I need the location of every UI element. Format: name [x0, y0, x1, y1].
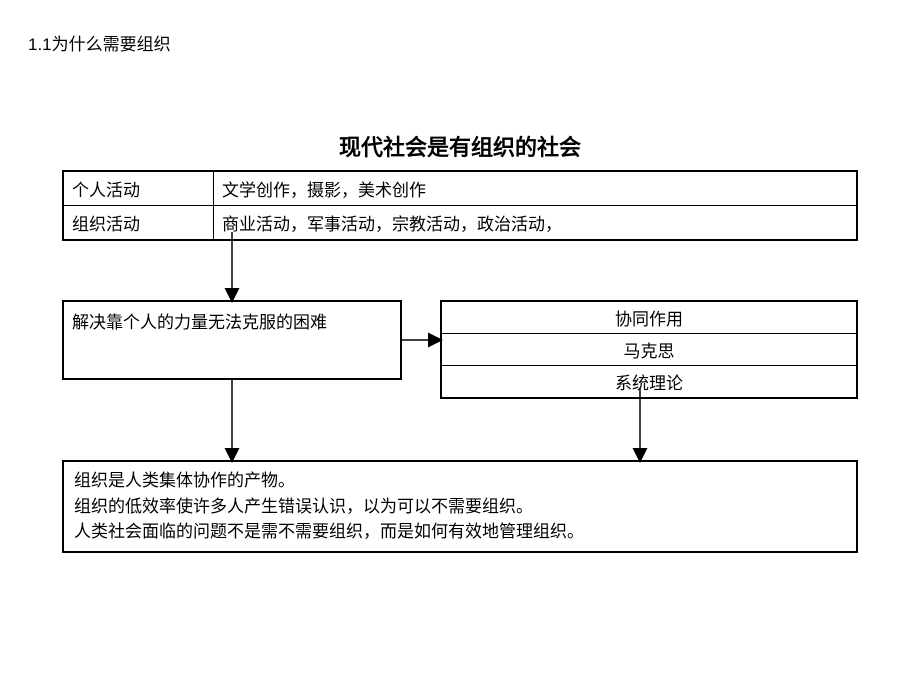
middle-right-box: 协同作用 马克思 系统理论	[440, 300, 858, 399]
middle-left-box: 解决靠个人的力量无法克服的困难	[62, 300, 402, 380]
list-item: 马克思	[442, 333, 856, 365]
table-row: 组织活动 商业活动，军事活动，宗教活动，政治活动，	[64, 205, 856, 239]
list-item: 系统理论	[442, 365, 856, 397]
table-cell-value: 商业活动，军事活动，宗教活动，政治活动，	[214, 206, 856, 239]
table-cell-value: 文学创作，摄影，美术创作	[214, 172, 856, 205]
table-cell-label: 组织活动	[64, 206, 214, 239]
bottom-box: 组织是人类集体协作的产物。 组织的低效率使许多人产生错误认识，以为可以不需要组织…	[62, 460, 858, 553]
bottom-line: 组织的低效率使许多人产生错误认识，以为可以不需要组织。	[74, 494, 846, 520]
list-item: 协同作用	[442, 302, 856, 333]
top-table: 个人活动 文学创作，摄影，美术创作 组织活动 商业活动，军事活动，宗教活动，政治…	[62, 170, 858, 241]
page-title: 现代社会是有组织的社会	[0, 130, 920, 162]
bottom-line: 组织是人类集体协作的产物。	[74, 468, 846, 494]
table-row: 个人活动 文学创作，摄影，美术创作	[64, 172, 856, 205]
section-number: 1.1为什么需要组织	[28, 30, 171, 55]
bottom-line: 人类社会面临的问题不是需不需要组织，而是如何有效地管理组织。	[74, 519, 846, 545]
table-cell-label: 个人活动	[64, 172, 214, 205]
